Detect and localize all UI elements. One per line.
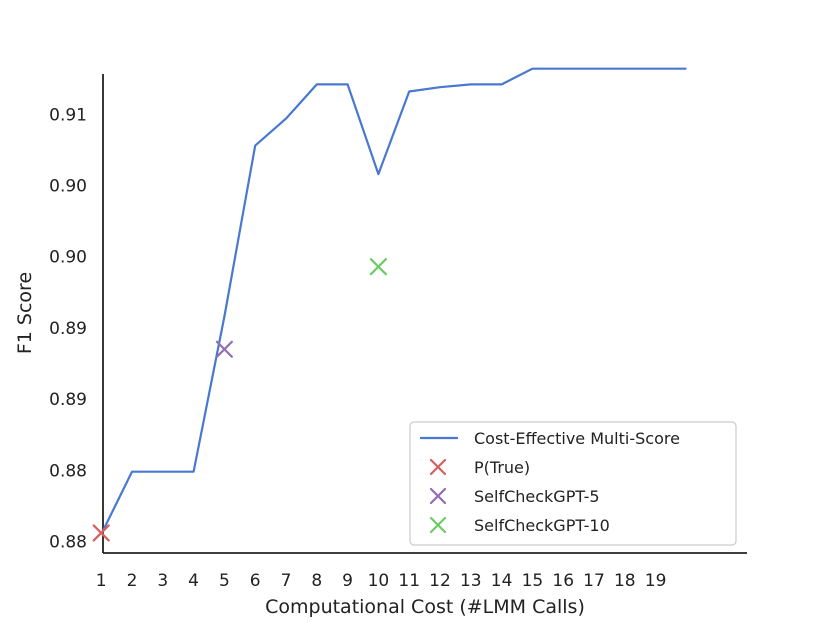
x-tick-label: 15: [522, 571, 544, 591]
marker-selfcheckgpt-5: [215, 340, 233, 358]
y-tick-label: 0.90: [49, 177, 87, 197]
x-tick-label: 13: [460, 571, 482, 591]
x-tick-label: 4: [188, 571, 199, 591]
x-tick-label: 7: [281, 571, 292, 591]
y-axis-label: F1 Score: [14, 272, 36, 354]
legend-label: Cost-Effective Multi-Score: [474, 429, 680, 448]
x-tick-label: 14: [491, 571, 513, 591]
legend-entry: P(True): [429, 458, 530, 477]
y-tick-label: 0.89: [49, 390, 87, 410]
x-tick-label: 19: [645, 571, 667, 591]
marker-selfcheckgpt-10: [369, 258, 387, 276]
x-tick-label: 3: [157, 571, 168, 591]
x-axis-label: Computational Cost (#LMM Calls): [265, 596, 585, 618]
y-tick-label: 0.88: [49, 461, 87, 481]
marker-selfcheckgpt-10-stroke-b: [369, 258, 387, 276]
y-tick-label: 0.88: [49, 533, 87, 553]
legend-frame: [409, 421, 737, 546]
x-tick-label: 6: [250, 571, 261, 591]
legend-x-swatch-stroke-b: [429, 516, 447, 534]
series-layer: [92, 67, 687, 542]
legend-label: P(True): [474, 458, 530, 477]
y-tick-label: 0.90: [49, 248, 87, 268]
y-tick-label: 0.91: [49, 105, 87, 125]
x-tick-label: 17: [583, 571, 605, 591]
y-tick-labels: 0.88 0.88 0.89 0.89 0.90 0.90 0.91: [49, 105, 87, 552]
legend-x-swatch-stroke-b: [429, 487, 447, 505]
legend-x-swatch-stroke-b: [429, 458, 447, 476]
x-tick-label: 5: [219, 571, 230, 591]
legend-x-swatch: [429, 458, 447, 476]
x-tick-label: 9: [342, 571, 353, 591]
axes: [102, 74, 747, 554]
x-tick-label: 16: [552, 571, 574, 591]
legend-x-swatch: [429, 516, 447, 534]
legend: Cost-Effective Multi-Score P(True) SelfChe…: [409, 421, 737, 546]
x-tick-label: 8: [311, 571, 322, 591]
marker-p-true-: [92, 524, 110, 542]
legend-entry: SelfCheckGPT-5: [429, 487, 600, 506]
x-tick-label: 1: [96, 571, 107, 591]
x-tick-label: 11: [398, 571, 420, 591]
legend-label: SelfCheckGPT-5: [474, 487, 600, 506]
x-tick-labels: 1 2 3 4 5 6 7 8 9 10 11 12 13 14 15 16 17 18 19: [96, 571, 667, 591]
x-tick-label: 12: [429, 571, 451, 591]
legend-label: SelfCheckGPT-10: [474, 516, 610, 535]
marker-p-true--stroke-b: [92, 524, 110, 542]
legend-entry: Cost-Effective Multi-Score: [420, 429, 680, 448]
marker-selfcheckgpt-5-stroke-b: [215, 340, 233, 358]
series-line-cost-effective-multi-score: [100, 67, 687, 535]
x-tick-label: 10: [368, 571, 390, 591]
x-tick-label: 2: [127, 571, 138, 591]
y-tick-label: 0.89: [49, 319, 87, 339]
legend-entry: SelfCheckGPT-10: [429, 516, 610, 535]
x-tick-label: 18: [614, 571, 636, 591]
legend-x-swatch: [429, 487, 447, 505]
